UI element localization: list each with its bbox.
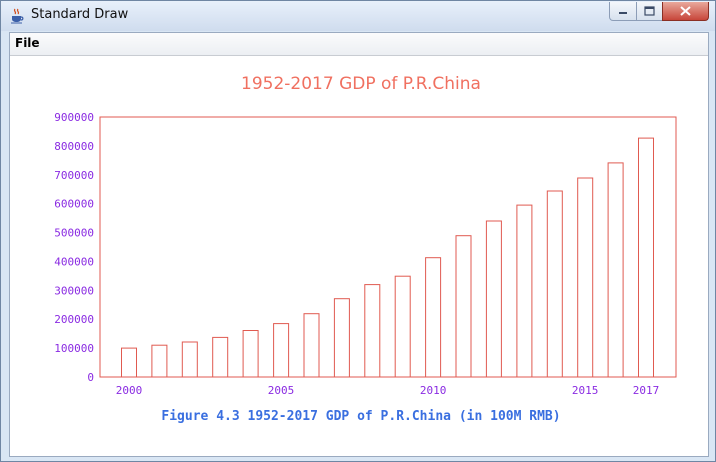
bar-2010: [425, 257, 442, 378]
bar-2011: [455, 235, 472, 378]
client-area: File 1952-2017 GDP of P.R.China 0 100000 2…: [9, 32, 709, 457]
minimize-button[interactable]: [609, 2, 637, 21]
menu-bar: File: [10, 33, 708, 56]
bar-2000: [121, 347, 137, 378]
x-tick-label: 2015: [572, 384, 599, 397]
x-tick-label: 2017: [633, 384, 660, 397]
bar-2012: [485, 220, 502, 378]
y-tick-label: 200000: [54, 313, 94, 326]
java-cup-icon: [10, 8, 24, 24]
bar-2013: [516, 204, 533, 378]
y-tick-label: 800000: [54, 140, 94, 153]
bar-2004: [242, 330, 259, 378]
bar-2007: [333, 298, 350, 378]
x-tick-label: 2000: [116, 384, 143, 397]
y-tick-label: 700000: [54, 169, 94, 182]
y-tick-label: 300000: [54, 284, 94, 297]
y-tick-label: 0: [87, 371, 94, 384]
bar-2014: [546, 190, 563, 378]
menu-file[interactable]: File: [15, 36, 40, 50]
bar-2015: [577, 177, 594, 378]
window-title: Standard Draw: [31, 7, 129, 22]
chart-title: 1952-2017 GDP of P.R.China: [241, 74, 481, 94]
maximize-button[interactable]: [636, 2, 663, 21]
y-tick-label: 600000: [54, 198, 94, 211]
bar-2001: [151, 344, 168, 378]
y-tick-label: 900000: [54, 111, 94, 124]
y-tick-label: 100000: [54, 342, 94, 355]
drawing-canvas: 1952-2017 GDP of P.R.China 0 100000 200000…: [10, 56, 708, 456]
bar-2006: [303, 313, 320, 378]
close-button[interactable]: [662, 2, 709, 21]
chart-caption: Figure 4.3 1952-2017 GDP of P.R.China (i…: [161, 409, 560, 424]
y-tick-label: 400000: [54, 255, 94, 268]
bar-2008: [364, 284, 381, 378]
bar-2005: [273, 323, 290, 378]
y-tick-label: 500000: [54, 227, 94, 240]
plot-frame: [99, 116, 677, 378]
minimize-icon: [619, 12, 627, 14]
gdp-bar-chart: 1952-2017 GDP of P.R.China 0 100000 200000…: [54, 74, 677, 424]
close-icon: [680, 6, 691, 16]
maximize-icon: [644, 6, 655, 16]
bar-2009: [394, 275, 411, 378]
bar-2016: [607, 162, 624, 378]
bar-2017: [638, 137, 654, 378]
x-tick-label: 2005: [268, 384, 295, 397]
bar-2002: [181, 341, 198, 378]
title-bar[interactable]: Standard Draw: [1, 1, 715, 31]
x-tick-label: 2010: [420, 384, 447, 397]
bar-2003: [212, 336, 229, 378]
